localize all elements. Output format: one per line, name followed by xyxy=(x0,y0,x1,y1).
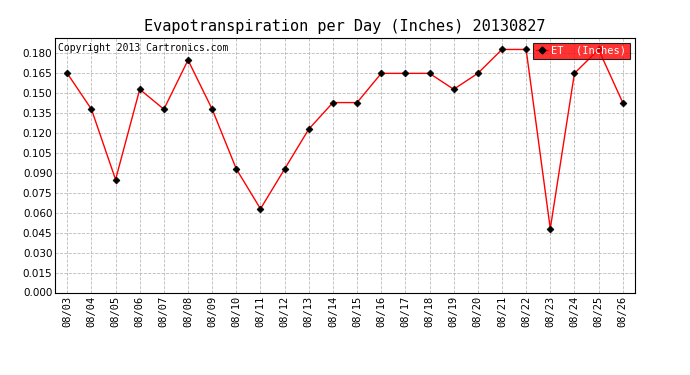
Legend: ET  (Inches): ET (Inches) xyxy=(533,43,629,59)
Text: Copyright 2013 Cartronics.com: Copyright 2013 Cartronics.com xyxy=(58,43,228,52)
Title: Evapotranspiration per Day (Inches) 20130827: Evapotranspiration per Day (Inches) 2013… xyxy=(144,18,546,33)
